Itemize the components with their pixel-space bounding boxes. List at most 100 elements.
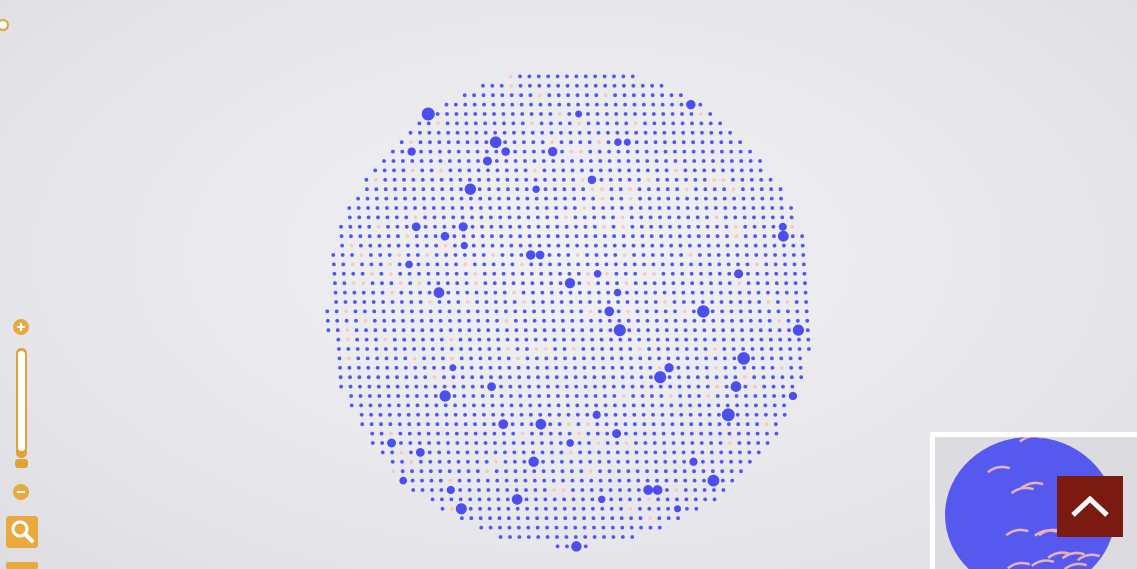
faint-node <box>398 281 403 286</box>
node <box>444 262 449 267</box>
node <box>764 271 769 276</box>
zoom-slider-handle[interactable] <box>15 459 28 468</box>
node <box>522 469 527 474</box>
node <box>522 309 527 314</box>
faint-node <box>572 347 576 351</box>
node <box>732 356 737 361</box>
zoom-out-button[interactable] <box>13 484 29 500</box>
faint-node <box>569 149 574 154</box>
node <box>580 488 585 492</box>
node <box>376 215 380 220</box>
zoom-in-button[interactable] <box>13 319 29 335</box>
node <box>660 93 664 98</box>
node <box>481 243 486 248</box>
minimap-arc <box>1019 437 1043 443</box>
node <box>544 516 549 521</box>
node <box>474 450 479 455</box>
node <box>656 506 661 511</box>
faint-node <box>637 347 642 351</box>
node <box>526 375 531 380</box>
node <box>376 375 381 380</box>
node <box>560 159 565 163</box>
node <box>649 234 654 239</box>
node <box>384 356 389 361</box>
node <box>692 168 697 173</box>
node <box>665 177 670 182</box>
node <box>543 177 547 182</box>
node <box>563 206 568 210</box>
node <box>496 187 501 192</box>
node <box>709 441 714 445</box>
node <box>358 394 363 398</box>
node <box>632 422 637 427</box>
faint-node <box>449 337 453 342</box>
node <box>670 102 674 107</box>
node <box>421 196 426 201</box>
node <box>494 469 499 474</box>
node <box>339 384 344 389</box>
node <box>394 365 399 370</box>
node <box>685 196 689 201</box>
node <box>721 488 726 492</box>
node <box>378 412 383 417</box>
scroll-top-button[interactable] <box>1057 476 1123 537</box>
node <box>674 328 679 333</box>
node <box>729 159 734 163</box>
node <box>475 300 479 304</box>
faint-node <box>577 121 581 126</box>
node <box>507 215 512 220</box>
node <box>609 187 614 192</box>
node <box>750 187 755 192</box>
node <box>547 243 551 248</box>
node <box>364 337 369 342</box>
toolbar-button[interactable] <box>6 562 38 569</box>
node <box>590 337 595 342</box>
node <box>585 253 589 257</box>
node <box>359 243 363 248</box>
node <box>360 422 365 427</box>
node <box>596 121 600 126</box>
node <box>370 441 375 445</box>
node <box>702 328 707 333</box>
node <box>424 394 429 398</box>
node <box>690 121 694 126</box>
node <box>638 506 642 511</box>
node <box>640 83 645 88</box>
faint-node <box>363 319 368 323</box>
faint-node <box>575 253 580 257</box>
node <box>666 506 671 511</box>
node <box>444 412 449 417</box>
node <box>425 412 430 417</box>
node <box>530 441 535 445</box>
node <box>440 196 445 201</box>
node <box>748 159 753 163</box>
faint-node <box>399 450 404 455</box>
corner-handle[interactable] <box>0 19 9 31</box>
node <box>721 408 735 422</box>
node <box>795 309 800 314</box>
node <box>455 290 460 295</box>
node <box>555 224 560 229</box>
node <box>418 140 423 145</box>
node <box>430 497 435 502</box>
node <box>407 271 412 276</box>
faint-node <box>567 422 571 427</box>
node <box>694 356 699 361</box>
node <box>556 253 561 257</box>
node <box>595 431 600 436</box>
node <box>662 281 666 286</box>
node <box>378 403 382 408</box>
node <box>700 300 705 304</box>
node <box>666 347 670 351</box>
node <box>484 149 489 154</box>
node <box>631 403 636 408</box>
search-button[interactable] <box>6 516 38 548</box>
node <box>786 318 791 323</box>
node <box>469 206 474 210</box>
node <box>371 290 376 295</box>
node <box>639 375 644 380</box>
node <box>528 456 539 468</box>
node <box>524 497 529 502</box>
node <box>728 140 733 145</box>
node <box>403 206 408 210</box>
